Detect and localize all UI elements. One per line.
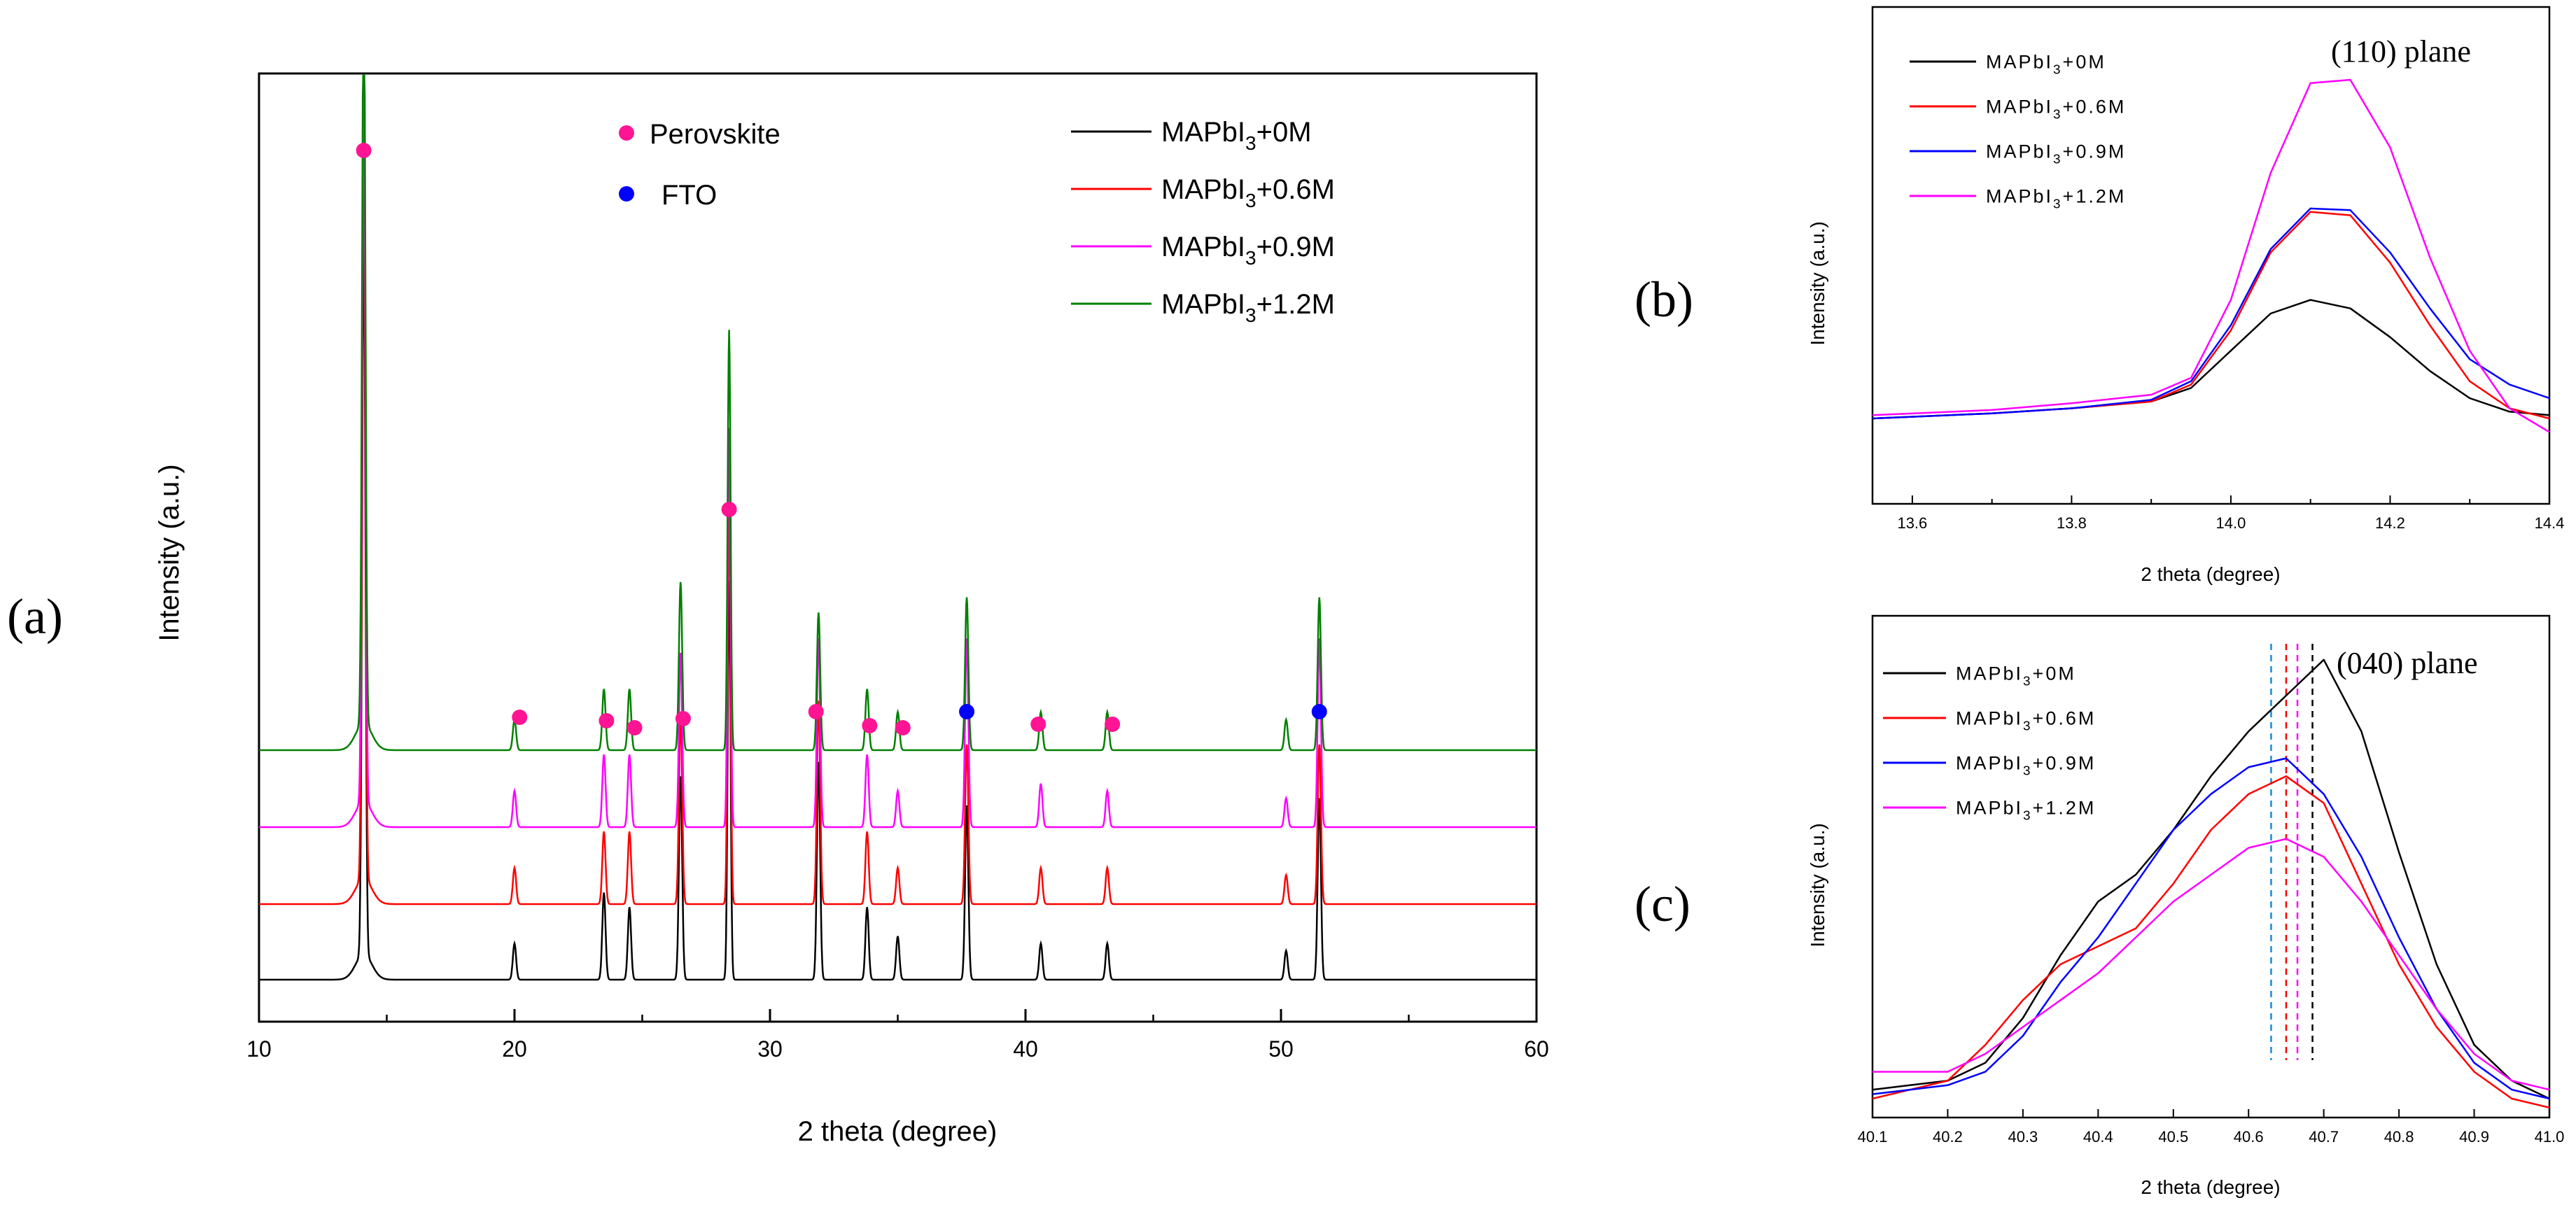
panel-a-y-axis-title: Intensity (a.u.) [154,464,185,641]
fto-marker [1311,704,1327,719]
panel-c-x-axis-title: 2 theta (degree) [2141,1176,2280,1198]
panel-a-markers [356,143,1327,735]
panel-c-legend-item-label: MAPbI3+1.2M [1956,797,2096,823]
panel-b-series-line [1872,207,2550,420]
fto-marker [959,704,975,719]
legend-fto-marker [619,186,634,202]
perovskite-marker [862,718,878,733]
panel-b-x-ticks: 13.6 13.8 14.0 14.2 14.4 [1897,495,2564,532]
panel-a-series [259,73,1536,981]
panel-c-series-line [1872,838,2550,1091]
panel-a-chart: 10 20 30 40 50 60 2 theta (degree) Intensity … [154,72,1549,1147]
perovskite-marker [626,720,643,735]
panel-c-tick-label: 41.0 [2535,1128,2565,1146]
panel-a-series-line [259,228,1536,981]
perovskite-marker [895,720,911,735]
panel-c-legend: MAPbI3+0M MAPbI3+0.6M MAPbI3+0.9M MAPbI3+1.… [1883,663,2096,824]
panel-b-x-axis-title: 2 theta (degree) [2141,563,2280,585]
panel-b-chart: 13.6 13.8 14.0 14.2 14.4 (110) plane 2 theta… [1807,6,2564,585]
perovskite-marker [675,711,691,726]
panel-c-tick-label: 40.4 [2083,1128,2113,1146]
perovskite-marker [598,713,615,728]
perovskite-marker [721,502,737,517]
panel-b-frame [1871,6,2551,505]
panel-b-series [1872,78,2550,433]
panel-b-tick-label: 13.6 [1897,514,1927,532]
perovskite-marker [1105,717,1121,732]
panel-b-legend-item-label: MAPbI3+0.6M [1986,96,2126,122]
legend-perovskite-marker [619,125,634,141]
panel-letter-a: (a) [7,589,63,644]
panel-a-tick-label: 50 [1268,1036,1294,1062]
panel-a-legend-item-label: MAPbI3+1.2M [1161,289,1335,326]
panel-letter-b: (b) [1634,272,1693,327]
panel-a-x-ticks: 10 20 30 40 50 60 [246,1009,1549,1062]
panel-b-series-line [1872,78,2550,433]
panel-c-tick-label: 40.9 [2459,1128,2489,1146]
panel-b-y-axis-title: Intensity (a.u.) [1807,221,1828,345]
panel-a-tick-label: 40 [1013,1036,1038,1062]
panel-c-tick-label: 40.3 [2008,1128,2038,1146]
panel-a-frame [258,72,1538,1023]
panel-c-series [1872,658,2550,1109]
panel-b-series-line [1872,299,2550,420]
panel-b-tick-label: 14.2 [2375,514,2405,532]
panel-a-tick-label: 20 [502,1036,527,1062]
panel-c-legend-item-label: MAPbI3+0.6M [1956,707,2096,733]
panel-c-legend-item-label: MAPbI3+0M [1956,663,2076,689]
panel-c-tick-label: 40.1 [1858,1128,1888,1146]
panel-a-legend-item-label: MAPbI3+0.9M [1161,232,1335,269]
panel-a-legend: MAPbI3+0M MAPbI3+0.6M MAPbI3+0.9M MAPbI3+1.… [1071,117,1335,326]
panel-letter-c: (c) [1634,876,1690,932]
panel-c-peak-lines [2270,644,2314,1060]
panel-c-series-line [1872,775,2550,1109]
panel-b-tick-label: 13.8 [2057,514,2087,532]
panel-a-legend-item-label: MAPbI3+0.6M [1161,174,1335,211]
panel-c-tick-label: 40.5 [2158,1128,2188,1146]
panel-b-tick-label: 14.0 [2216,514,2246,532]
panel-c-legend-item-label: MAPbI3+0.9M [1956,752,2096,778]
panel-b-plane-annotation: (110) plane [2331,34,2471,69]
panel-c-x-ticks: 40.1 40.2 40.3 40.4 40.5 40.6 40.7 40.8 40.9 41.0 [1858,1109,2565,1146]
panel-a-tick-label: 30 [757,1036,783,1062]
panel-c-tick-label: 40.8 [2384,1128,2414,1146]
panel-c-plane-annotation: (040) plane [2337,646,2478,680]
perovskite-marker [808,704,824,719]
panel-c-frame [1871,614,2551,1119]
legend-perovskite-label: Perovskite [650,119,780,150]
panel-a-legend-item-label: MAPbI3+0M [1161,117,1312,154]
panel-a-series-line [259,73,1536,752]
panel-a-tick-label: 10 [246,1036,272,1062]
panel-a-tick-label: 60 [1524,1036,1549,1062]
legend-fto-label: FTO [662,180,717,211]
panel-c-tick-label: 40.6 [2234,1128,2264,1146]
panel-b-legend: MAPbI3+0M MAPbI3+0.6M MAPbI3+0.9M MAPbI3+1.… [1910,51,2126,212]
panel-b-series-line [1872,211,2550,420]
perovskite-marker [1030,717,1046,732]
perovskite-marker [512,710,528,725]
panel-b-legend-item-label: MAPbI3+0.9M [1986,141,2126,167]
panel-c-tick-label: 40.2 [1933,1128,1963,1146]
panel-c-series-line [1872,658,2550,1100]
panel-c-tick-label: 40.7 [2309,1128,2339,1146]
panel-b-legend-item-label: MAPbI3+0M [1986,51,2106,77]
panel-b-legend-item-label: MAPbI3+1.2M [1986,185,2126,211]
panel-a-x-axis-title: 2 theta (degree) [798,1116,997,1147]
perovskite-marker [356,143,372,158]
panel-c-chart: 40.1 40.2 40.3 40.4 40.5 40.6 40.7 40.8 40.9 41.0… [1807,614,2565,1198]
panel-c-y-axis-title: Intensity (a.u.) [1807,823,1828,947]
panel-b-tick-label: 14.4 [2535,514,2565,532]
panel-a-series-line [259,153,1536,906]
panel-a-series-line [259,76,1536,829]
